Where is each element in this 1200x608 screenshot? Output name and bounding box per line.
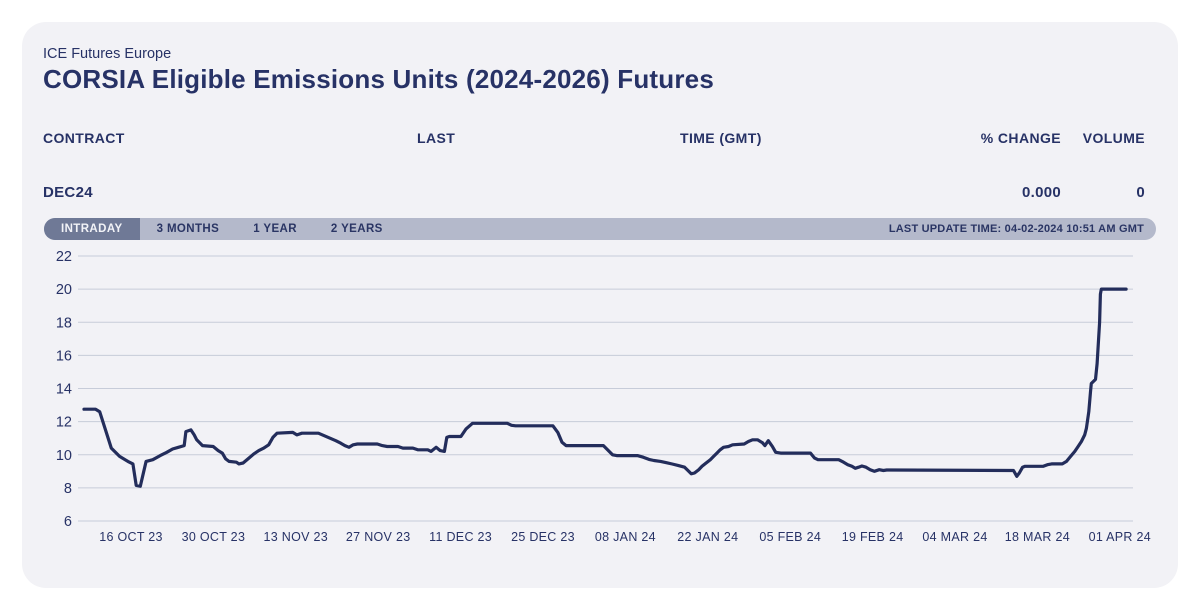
col-header-time: TIME (GMT) [680, 130, 762, 146]
tab-intraday[interactable]: INTRADAY [44, 218, 140, 240]
pct-change-cell: 0.000 [1021, 184, 1061, 201]
quote-card: ICE Futures Europe CORSIA Eligible Emiss… [22, 22, 1178, 588]
last-update-time: LAST UPDATE TIME: 04-02-2024 10:51 AM GM… [888, 223, 1144, 235]
quote-table-header: CONTRACT LAST TIME (GMT) % CHANGE VOLUME [43, 130, 1145, 146]
col-header-pct-change: % CHANGE [980, 130, 1061, 146]
col-header-contract: CONTRACT [43, 130, 125, 146]
table-row[interactable]: DEC24 0.000 0 [43, 184, 1145, 201]
col-header-last: LAST [417, 130, 456, 146]
tab-2-years[interactable]: 2 YEARS [330, 223, 383, 235]
tab-1-year[interactable]: 1 YEAR [253, 223, 297, 235]
page-title: CORSIA Eligible Emissions Units (2024-20… [43, 64, 714, 94]
exchange-name: ICE Futures Europe [43, 46, 172, 62]
col-header-volume: VOLUME [1082, 130, 1145, 146]
volume-cell: 0 [1136, 184, 1145, 201]
chart-range-tabs: INTRADAY 3 MONTHS 1 YEAR 2 YEARS LAST UP… [44, 218, 1156, 240]
contract-cell: DEC24 [43, 184, 93, 201]
tab-3-months[interactable]: 3 MONTHS [156, 223, 220, 235]
